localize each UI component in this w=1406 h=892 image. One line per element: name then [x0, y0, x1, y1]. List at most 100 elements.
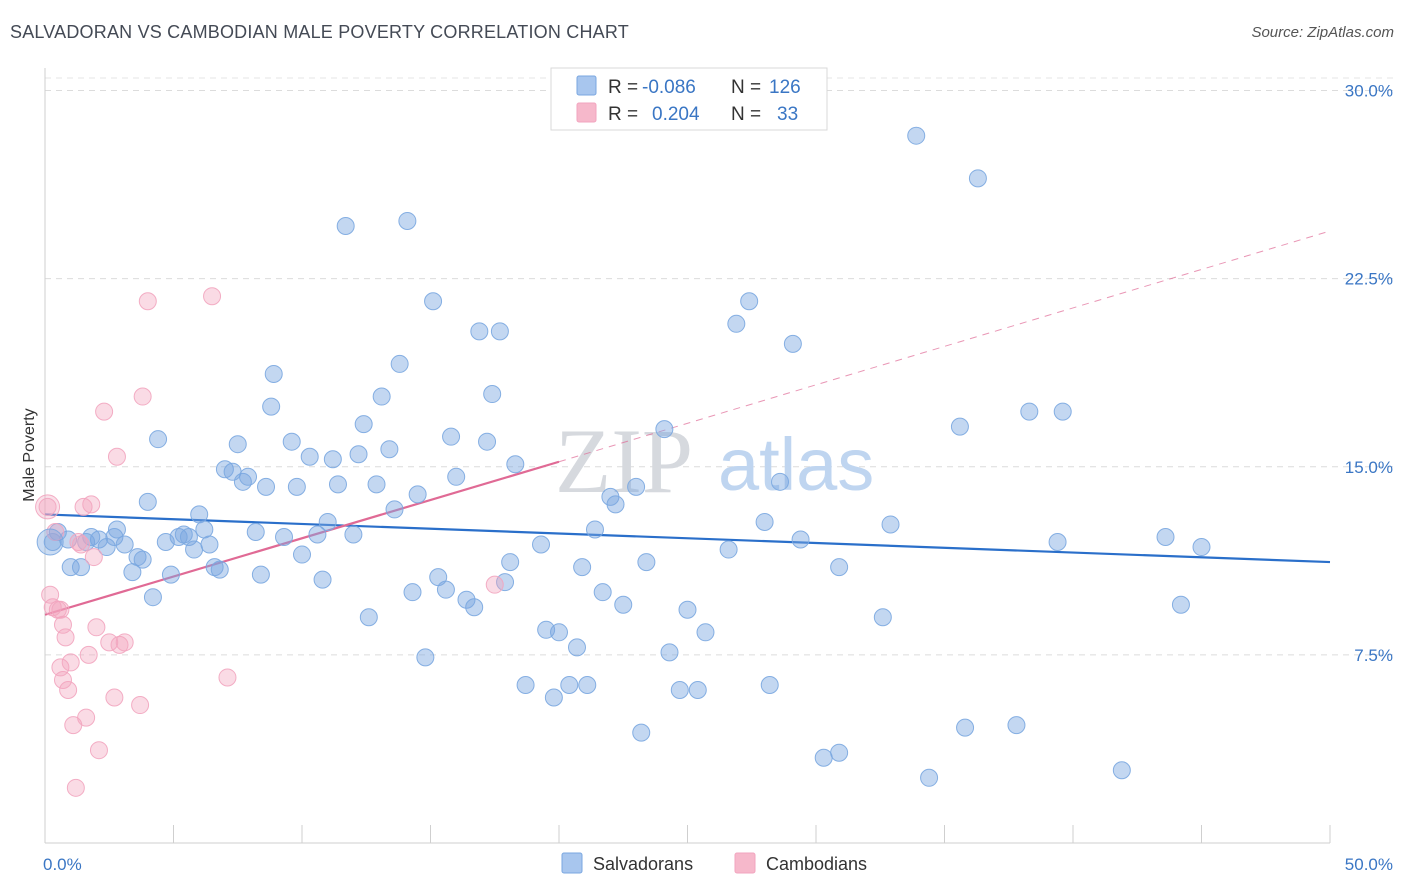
point-salvadorans — [328, 475, 347, 494]
point-salvadorans — [349, 445, 368, 464]
point-salvadorans — [760, 675, 779, 694]
point-salvadorans — [143, 588, 162, 607]
point-salvadorans — [627, 477, 646, 496]
watermark: ZIP atlas — [555, 410, 874, 512]
point-salvadorans — [1192, 538, 1211, 557]
point-salvadorans — [950, 417, 969, 436]
point-salvadorans — [968, 169, 987, 188]
point-salvadorans — [367, 475, 386, 494]
point-salvadorans — [195, 520, 214, 539]
point-salvadorans — [1048, 533, 1067, 552]
point-salvadorans — [416, 648, 435, 667]
y-axis-title: Male Poverty — [21, 408, 38, 501]
point-cambodians — [77, 708, 96, 727]
point-salvadorans — [287, 477, 306, 496]
correlation-legend: R = -0.086 N = 126 R = 0.204 N = 33 — [550, 67, 828, 131]
point-salvadorans — [174, 525, 193, 544]
point-salvadorans — [660, 643, 679, 662]
x-tick-label-min: 0.0% — [43, 855, 82, 874]
point-salvadorans — [560, 675, 579, 694]
point-salvadorans — [1112, 761, 1131, 780]
bottom-legend-swatch-cambodians — [734, 852, 756, 874]
point-salvadorans — [670, 681, 689, 699]
trend-line-cambodians-extension — [558, 230, 1331, 463]
point-salvadorans — [920, 768, 939, 787]
point-salvadorans — [688, 681, 707, 699]
point-cambodians — [133, 387, 152, 406]
point-salvadorans — [390, 354, 409, 373]
point-cambodians — [131, 696, 150, 715]
point-cambodians — [56, 628, 75, 647]
point-salvadorans — [354, 415, 373, 434]
point-cambodians-cluster — [35, 494, 61, 520]
point-salvadorans — [516, 675, 535, 694]
point-salvadorans — [210, 560, 229, 579]
point-salvadorans — [573, 558, 592, 577]
point-cambodians — [84, 548, 103, 567]
point-salvadorans — [814, 748, 833, 767]
point-salvadorans — [578, 675, 597, 694]
point-cambodians — [115, 633, 134, 652]
point-salvadorans — [308, 525, 327, 544]
point-salvadorans — [483, 385, 502, 404]
point-salvadorans — [403, 583, 422, 602]
legend-r-value-cambodians: 0.204 — [652, 104, 700, 125]
y-tick-label: 7.5% — [1354, 646, 1393, 665]
point-salvadorans — [1156, 528, 1175, 546]
point-salvadorans — [470, 322, 489, 341]
point-salvadorans — [637, 553, 656, 572]
point-salvadorans — [149, 430, 168, 449]
data-points — [35, 126, 1211, 797]
chart-title: SALVADORAN VS CAMBODIAN MALE POVERTY COR… — [10, 22, 629, 42]
point-cambodians — [38, 497, 57, 516]
point-salvadorans — [89, 530, 108, 549]
point-cambodians — [59, 681, 78, 699]
point-salvadorans — [293, 545, 311, 564]
point-salvadorans — [567, 638, 586, 657]
legend-r-label-2: R = — [608, 104, 638, 125]
point-salvadorans — [447, 467, 466, 486]
point-salvadorans — [501, 553, 520, 572]
point-salvadorans — [678, 600, 697, 619]
point-salvadorans — [264, 364, 283, 383]
point-salvadorans — [408, 485, 427, 504]
point-salvadorans — [323, 450, 342, 469]
point-salvadorans — [956, 718, 975, 737]
point-salvadorans — [457, 590, 476, 609]
series-legend: Salvadorans Cambodians — [561, 852, 867, 874]
bottom-legend-label-salvadorans: Salvadorans — [593, 854, 693, 874]
point-salvadorans — [593, 583, 612, 602]
point-cambodians — [46, 522, 65, 541]
point-cambodians — [69, 533, 88, 552]
point-salvadorans — [585, 520, 604, 539]
point-cambodians — [105, 688, 124, 707]
point-cambodians — [485, 575, 504, 594]
point-salvadorans — [185, 540, 204, 559]
point-salvadorans — [532, 535, 551, 554]
legend-r-label-1: R = — [608, 77, 638, 98]
point-salvadorans — [233, 472, 252, 491]
trend-line-salvadorans — [44, 513, 1331, 564]
point-cambodians — [107, 447, 126, 466]
point-salvadorans — [632, 723, 651, 742]
point-salvadorans — [550, 623, 568, 642]
point-salvadorans — [727, 314, 746, 333]
point-salvadorans — [830, 558, 849, 577]
point-salvadorans — [228, 435, 247, 454]
point-salvadorans — [791, 530, 810, 549]
point-cambodians — [66, 778, 85, 797]
point-salvadorans — [696, 623, 715, 642]
point-salvadorans — [275, 528, 294, 546]
point-cambodians — [79, 645, 98, 664]
point-salvadorans — [873, 608, 892, 627]
point-salvadorans — [380, 440, 399, 459]
legend-n-label-2: N = — [731, 104, 761, 125]
point-salvadorans — [1007, 716, 1026, 735]
point-cambodians — [51, 658, 70, 677]
point-cambodians — [100, 633, 119, 652]
legend-swatch-salvadorans — [576, 75, 597, 96]
point-salvadorans — [1020, 402, 1039, 421]
point-salvadorans — [496, 573, 515, 592]
point-salvadorans — [740, 292, 759, 311]
